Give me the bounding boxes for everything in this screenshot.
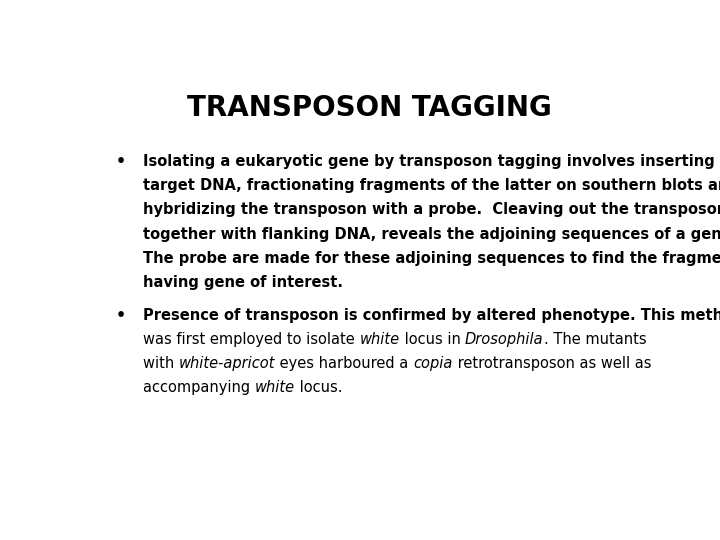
- Text: Isolating a eukaryotic gene by transposon tagging involves inserting into: Isolating a eukaryotic gene by transposo…: [143, 154, 720, 169]
- Text: TRANSPOSON TAGGING: TRANSPOSON TAGGING: [186, 94, 552, 122]
- Text: accompanying: accompanying: [143, 380, 255, 395]
- Text: Presence of transposon is confirmed by altered phenotype. This method: Presence of transposon is confirmed by a…: [143, 308, 720, 323]
- Text: hybridizing the transposon with a probe.  Cleaving out the transposon,: hybridizing the transposon with a probe.…: [143, 202, 720, 218]
- Text: •: •: [116, 154, 126, 169]
- Text: with: with: [143, 356, 179, 372]
- Text: white: white: [255, 380, 295, 395]
- Text: white: white: [359, 332, 400, 347]
- Text: having gene of interest.: having gene of interest.: [143, 275, 343, 290]
- Text: Drosophila: Drosophila: [465, 332, 544, 347]
- Text: . The mutants: . The mutants: [544, 332, 647, 347]
- Text: white-apricot: white-apricot: [179, 356, 275, 372]
- Text: together with flanking DNA, reveals the adjoining sequences of a gene.: together with flanking DNA, reveals the …: [143, 227, 720, 241]
- Text: copia: copia: [413, 356, 453, 372]
- Text: was first employed to isolate: was first employed to isolate: [143, 332, 359, 347]
- Text: eyes harboured a: eyes harboured a: [275, 356, 413, 372]
- Text: retrotransposon as well as: retrotransposon as well as: [453, 356, 651, 372]
- Text: locus.: locus.: [295, 380, 343, 395]
- Text: locus in: locus in: [400, 332, 465, 347]
- Text: •: •: [116, 308, 126, 323]
- Text: target DNA, fractionating fragments of the latter on southern blots and: target DNA, fractionating fragments of t…: [143, 178, 720, 193]
- Text: The probe are made for these adjoining sequences to find the fragment: The probe are made for these adjoining s…: [143, 251, 720, 266]
